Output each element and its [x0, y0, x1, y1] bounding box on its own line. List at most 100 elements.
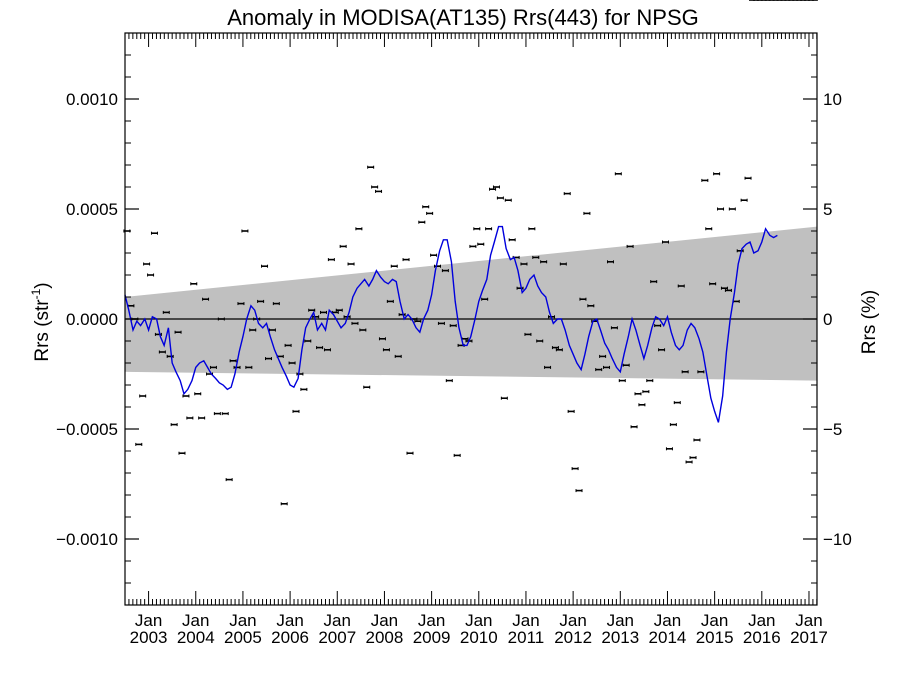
data-point [182, 394, 190, 398]
data-point [190, 282, 198, 286]
data-point [654, 324, 662, 328]
data-point [705, 227, 713, 231]
y-right-tick-label: −5 [823, 420, 842, 439]
data-point [744, 176, 752, 180]
data-point [516, 286, 524, 290]
data-point [194, 392, 202, 396]
data-point [312, 315, 320, 319]
x-tick-month-label: Jan [135, 611, 162, 630]
data-point [288, 361, 296, 365]
y-left-tick-label: 0.0000 [66, 310, 118, 329]
data-point [555, 348, 563, 352]
data-point [720, 286, 728, 290]
chart-title: Anomaly in MODISA(AT135) Rrs(443) for NP… [227, 5, 699, 30]
data-point [528, 227, 536, 231]
x-tick-month-label: Jan [229, 611, 256, 630]
data-point [630, 425, 638, 429]
data-point [316, 346, 324, 350]
data-point [583, 211, 591, 215]
y-axis-left-label-close: ) [32, 282, 53, 288]
y-left-tick-label: −0.0010 [56, 530, 118, 549]
data-point [394, 354, 402, 358]
data-point [308, 308, 316, 312]
data-point [544, 365, 552, 369]
data-point [135, 442, 143, 446]
data-point [414, 319, 422, 323]
data-point [245, 365, 253, 369]
x-tick-month-label: Jan [465, 611, 492, 630]
x-tick-year-label: 2011 [508, 628, 545, 647]
x-tick-year-label: 2003 [130, 628, 168, 647]
data-point [422, 205, 430, 209]
data-point [689, 456, 697, 460]
data-point [532, 255, 540, 259]
data-point [434, 264, 442, 268]
data-point [665, 447, 673, 451]
data-point [445, 379, 453, 383]
data-point [426, 211, 434, 215]
data-point [300, 387, 308, 391]
data-point [261, 264, 269, 268]
data-point [540, 260, 548, 264]
data-point [351, 321, 359, 325]
data-point [280, 502, 288, 506]
data-point [292, 409, 300, 413]
x-tick-year-label: 2013 [601, 628, 639, 647]
x-tick-year-label: 2012 [554, 628, 592, 647]
data-point [304, 339, 312, 343]
data-point [599, 354, 607, 358]
data-point [504, 198, 512, 202]
data-point [186, 416, 194, 420]
data-point [669, 423, 677, 427]
data-point [363, 385, 371, 389]
data-point [713, 172, 721, 176]
data-point [481, 297, 489, 301]
data-point [418, 220, 426, 224]
y-axis-left-label-text: Rrs (str [32, 299, 53, 362]
uncertainty-band [125, 226, 817, 381]
data-point [697, 370, 705, 374]
data-point [339, 244, 347, 248]
data-point [217, 317, 225, 321]
x-axis: Jan2003Jan2004Jan2005Jan2006Jan2007Jan20… [124, 33, 828, 647]
data-point [563, 192, 571, 196]
data-point [736, 249, 744, 253]
data-point [382, 348, 390, 352]
data-point [650, 280, 658, 284]
data-point [147, 273, 155, 277]
x-tick-year-label: 2014 [649, 628, 687, 647]
x-tick-year-label: 2004 [177, 628, 215, 647]
data-point [449, 324, 457, 328]
data-point [249, 328, 257, 332]
data-point [740, 198, 748, 202]
data-points [123, 0, 818, 506]
y-axis-left-label: Rrs (str-1) [29, 282, 53, 361]
y-axis-left: 0.0010 0.0005 0.0000 −0.0005 −0.0010 [56, 32, 139, 606]
data-point [717, 207, 725, 211]
data-point [520, 262, 528, 266]
x-tick-month-label: Jan [371, 611, 398, 630]
y-left-tick-label: 0.0010 [66, 90, 118, 109]
data-point [728, 207, 736, 211]
data-point [579, 297, 587, 301]
data-point [347, 262, 355, 266]
x-tick-year-label: 2005 [224, 628, 262, 647]
data-point [508, 238, 516, 242]
data-point [296, 372, 304, 376]
x-tick-month-label: Jan [418, 611, 445, 630]
x-tick-month-label: Jan [559, 611, 586, 630]
x-tick-year-label: 2006 [271, 628, 309, 647]
y-left-tick-label: −0.0005 [56, 420, 118, 439]
data-point [614, 172, 622, 176]
data-point [355, 227, 363, 231]
x-tick-month-label: Jan [324, 611, 351, 630]
data-point [323, 348, 331, 352]
y-left-tick-label: 0.0005 [66, 200, 118, 219]
data-point [603, 365, 611, 369]
data-point [571, 467, 579, 471]
y-axis-left-label-sup: -1 [29, 288, 43, 299]
data-point [375, 189, 383, 193]
data-point [170, 423, 178, 427]
data-point [229, 359, 237, 363]
